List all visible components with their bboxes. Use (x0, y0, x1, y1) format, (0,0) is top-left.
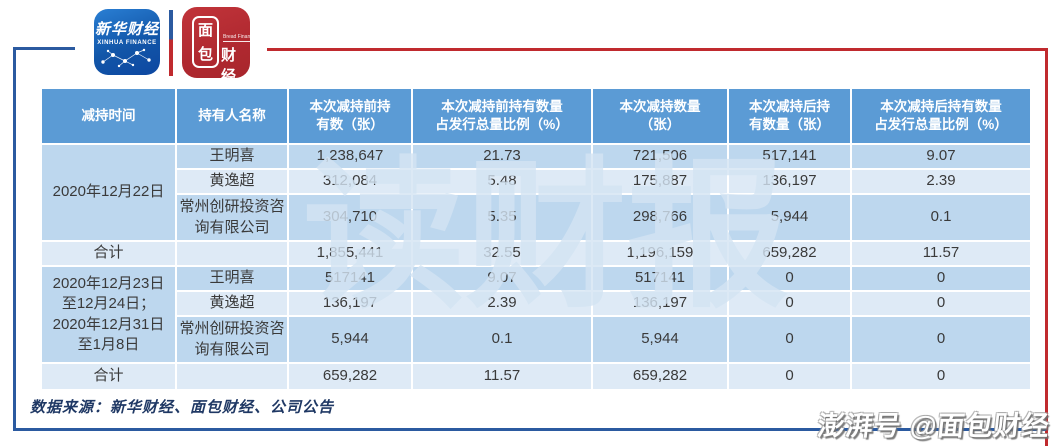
table-row: 黄逸超 136,197 2.39 136,197 0 0 (42, 292, 1030, 315)
period-cell: 2020年12月22日 (42, 145, 175, 240)
value-cell: 0.1 (413, 317, 591, 362)
frame-bottom-line (13, 428, 1046, 431)
value-cell: 5,944 (729, 195, 850, 240)
header-holder: 持有人名称 (177, 89, 287, 143)
value-cell: 32.55 (413, 242, 591, 265)
value-cell: 9.07 (852, 145, 1030, 168)
holder-cell: 黄逸超 (177, 292, 287, 315)
value-cell: 721,506 (593, 145, 727, 168)
bread-logo-char2: 包 (197, 45, 213, 63)
header-period: 减持时间 (42, 89, 175, 143)
holder-cell: 王明喜 (177, 267, 287, 290)
bread-logo-frame: 面 包 (192, 16, 219, 68)
value-cell: 0 (852, 317, 1030, 362)
frame-top-left-line (13, 47, 75, 50)
holder-cell (177, 242, 287, 265)
value-cell: 5.48 (413, 170, 591, 193)
value-cell: 1,196,159 (593, 242, 727, 265)
header-before-pct: 本次减持前持有数量 占发行总量比例（%） (413, 89, 591, 143)
total-row: 合计 659,282 11.57 659,282 0 0 (42, 364, 1030, 389)
header-after-pct: 本次减持后持有数量 占发行总量比例（%） (852, 89, 1030, 143)
value-cell: 517141 (289, 267, 411, 290)
holder-cell (177, 364, 287, 389)
header-row: 减持时间 持有人名称 本次减持前持 有数（张） 本次减持前持有数量 占发行总量比… (42, 89, 1030, 143)
value-cell: 2.39 (852, 170, 1030, 193)
bread-finance-logo: 面 包 Bread Finance 财经 (182, 7, 250, 78)
header-before: 本次减持前持 有数（张） (289, 89, 411, 143)
value-cell: 659,282 (289, 364, 411, 389)
frame-left-line (13, 47, 16, 431)
xinhua-logo-cn-text: 新华财经 (94, 20, 159, 38)
bread-logo-en-text: Bread Finance (223, 34, 250, 42)
value-cell: 0.1 (852, 195, 1030, 240)
holder-cell: 常州创研投资咨询有限公司 (177, 195, 287, 240)
reduction-table: 减持时间 持有人名称 本次减持前持 有数（张） 本次减持前持有数量 占发行总量比… (40, 87, 1032, 391)
value-cell: 1,238,647 (289, 145, 411, 168)
value-cell: 517,141 (729, 145, 850, 168)
value-cell: 0 (852, 267, 1030, 290)
value-cell: 21.73 (413, 145, 591, 168)
frame-right-line (1045, 48, 1048, 446)
value-cell: 11.57 (852, 242, 1030, 265)
period-cell: 2020年12月23日 至12月24日； 2020年12月31日 至1月8日 (42, 267, 175, 362)
value-cell: 312,084 (289, 170, 411, 193)
holder-cell: 王明喜 (177, 145, 287, 168)
value-cell: 659,282 (729, 242, 850, 265)
value-cell: 659,282 (593, 364, 727, 389)
value-cell: 0 (852, 364, 1030, 389)
value-cell: 0 (729, 317, 850, 362)
value-cell: 298,766 (593, 195, 727, 240)
logo-divider-line (169, 10, 173, 76)
data-source-note: 数据来源：新华财经、面包财经、公司公告 (30, 398, 335, 416)
value-cell: 0 (729, 364, 850, 389)
xinhua-logo-en-text: XINHUA FINANCE (97, 40, 157, 46)
bread-logo-char1: 面 (197, 21, 213, 39)
holder-cell: 常州创研投资咨询有限公司 (177, 317, 287, 362)
value-cell: 304,710 (289, 195, 411, 240)
holder-cell: 黄逸超 (177, 170, 287, 193)
table-row: 常州创研投资咨询有限公司 5,944 0.1 5,944 0 0 (42, 317, 1030, 362)
table-row: 常州创研投资咨询有限公司 304,710 5.35 298,766 5,944 … (42, 195, 1030, 240)
total-label-cell: 合计 (42, 364, 175, 389)
value-cell: 136,197 (729, 170, 850, 193)
value-cell: 136,197 (289, 292, 411, 315)
table-row: 黄逸超 312,084 5.48 175,887 136,197 2.39 (42, 170, 1030, 193)
value-cell: 517141 (593, 267, 727, 290)
value-cell: 0 (852, 292, 1030, 315)
byline-watermark: 澎湃号 @面包财经 (816, 411, 1052, 441)
header-after: 本次减持后持 有数量（张） (729, 89, 850, 143)
xinhua-finance-logo: 新华财经 XINHUA FINANCE (94, 9, 160, 75)
value-cell: 9.07 (413, 267, 591, 290)
value-cell: 5,944 (289, 317, 411, 362)
value-cell: 136,197 (593, 292, 727, 315)
table-row: 2020年12月22日 王明喜 1,238,647 21.73 721,506 … (42, 145, 1030, 240)
value-cell: 1,855,441 (289, 242, 411, 265)
table-row: 2020年12月23日 至12月24日； 2020年12月31日 至1月8日 王… (42, 267, 1030, 362)
value-cell: 2.39 (413, 292, 591, 315)
value-cell: 175,887 (593, 170, 727, 193)
frame-top-right-line (267, 48, 1046, 51)
value-cell: 11.57 (413, 364, 591, 389)
total-label-cell: 合计 (42, 242, 175, 265)
value-cell: 0 (729, 292, 850, 315)
bread-logo-cn-text: 财经 (221, 47, 237, 78)
value-cell: 0 (729, 267, 850, 290)
value-cell: 5,944 (593, 317, 727, 362)
network-constellation-icon (101, 48, 151, 68)
header-reduced: 本次减持数量 （张） (593, 89, 727, 143)
value-cell: 5.35 (413, 195, 591, 240)
total-row: 合计 1,855,441 32.55 1,196,159 659,282 11.… (42, 242, 1030, 265)
